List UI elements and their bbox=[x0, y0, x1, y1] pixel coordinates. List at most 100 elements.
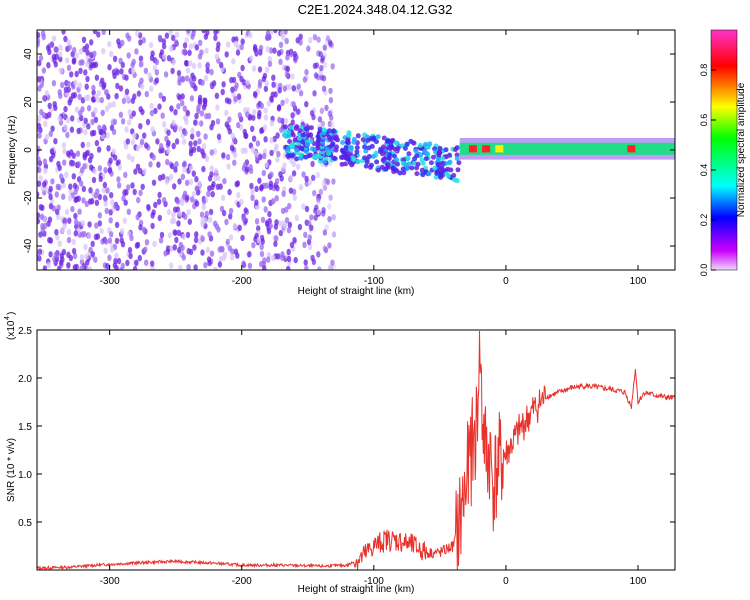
spectrogram-noise-mark bbox=[43, 120, 48, 128]
spectrogram-noise-mark bbox=[289, 157, 294, 165]
spectrogram-noise-mark bbox=[315, 171, 320, 179]
spectrogram-noise-mark bbox=[187, 49, 192, 56]
spectrogram-noise-mark bbox=[151, 209, 156, 216]
spectrogram-peak-mark bbox=[495, 145, 504, 153]
spectrogram-noise-mark bbox=[61, 142, 67, 149]
spectrogram-noise-mark bbox=[176, 103, 181, 110]
spectrogram-noise-mark bbox=[280, 251, 285, 258]
spectrogram-noise-mark bbox=[126, 119, 132, 126]
spectrogram-noise-mark bbox=[44, 133, 50, 141]
spectrogram-noise-mark bbox=[200, 148, 205, 155]
spectrogram-noise-mark bbox=[53, 138, 58, 145]
spectrogram-noise-mark bbox=[320, 55, 326, 62]
spectrogram-noise-mark bbox=[194, 231, 199, 238]
spectrogram-noise-mark bbox=[232, 222, 238, 230]
spectrogram-noise-mark bbox=[291, 85, 296, 92]
spectrogram-noise-mark bbox=[243, 207, 248, 214]
spectrogram-band-mark bbox=[413, 148, 419, 154]
spectrogram-band-mark bbox=[423, 141, 428, 147]
spectrogram-noise-mark bbox=[209, 171, 214, 178]
spectrogram-noise-mark bbox=[129, 234, 134, 242]
spectrogram-noise-mark bbox=[131, 110, 136, 117]
spectrogram-noise-mark bbox=[259, 127, 264, 135]
spectrogram-noise-mark bbox=[101, 30, 106, 35]
spectrogram-noise-mark bbox=[116, 176, 121, 183]
spectrogram-band-mark bbox=[287, 139, 293, 144]
spectrogram-noise-mark bbox=[105, 187, 110, 194]
spectrogram-noise-mark bbox=[37, 132, 42, 139]
spectrogram-band-mark bbox=[355, 159, 361, 165]
spectrogram-noise-mark bbox=[131, 67, 136, 75]
spectrogram-noise-mark bbox=[230, 86, 235, 93]
spectrogram-band-mark bbox=[454, 156, 460, 161]
spectrogram-noise-mark bbox=[235, 180, 241, 187]
spectrogram-noise-mark bbox=[149, 85, 154, 93]
spectrogram-noise-mark bbox=[250, 194, 255, 202]
spectrogram-noise-mark bbox=[94, 139, 100, 147]
spectrogram-noise-mark bbox=[331, 178, 336, 185]
spectrogram-noise-mark bbox=[89, 39, 94, 46]
spectrogram-noise-mark bbox=[169, 105, 174, 112]
spectrogram-noise-mark bbox=[161, 95, 167, 103]
spectrogram-noise-mark bbox=[99, 128, 104, 136]
spectrogram-band-mark bbox=[297, 136, 302, 142]
spectrogram-noise-mark bbox=[301, 171, 306, 178]
spectrogram-noise-mark bbox=[157, 103, 162, 110]
spectrogram-noise-mark bbox=[328, 97, 334, 104]
spectrogram-band-mark bbox=[440, 156, 446, 162]
spectrogram-band-mark bbox=[435, 162, 441, 167]
spectrogram-noise-mark bbox=[37, 180, 42, 187]
spectrogram-noise-mark bbox=[162, 53, 167, 60]
spectrogram-band-mark bbox=[401, 170, 407, 176]
spectrogram-noise-mark bbox=[176, 229, 182, 236]
spectrogram-noise-mark bbox=[143, 246, 148, 253]
spectrogram-noise-mark bbox=[274, 195, 279, 202]
spectrogram-noise-mark bbox=[119, 237, 124, 244]
spectrogram-noise-mark bbox=[249, 55, 254, 62]
spectrogram-noise-mark bbox=[267, 60, 273, 68]
spectrogram-noise-mark bbox=[135, 145, 141, 152]
spectrogram-noise-mark bbox=[127, 246, 133, 254]
spectrogram-band-mark bbox=[345, 140, 351, 146]
spectrogram-noise-mark bbox=[264, 161, 269, 169]
spectrogram-noise-mark bbox=[280, 207, 286, 215]
spectrogram-noise-mark bbox=[169, 45, 174, 52]
spectrogram-noise-mark bbox=[219, 61, 224, 69]
page-title: C2E1.2024.348.04.12.G32 bbox=[297, 2, 453, 17]
spectrogram-band-mark bbox=[366, 154, 372, 159]
spectrogram-noise-mark bbox=[109, 192, 114, 199]
spectrogram-noise-mark bbox=[266, 100, 271, 107]
spectrogram-noise-mark bbox=[89, 164, 94, 171]
spectrogram-noise-mark bbox=[77, 208, 82, 215]
spectrogram-noise-mark bbox=[290, 73, 295, 80]
spectrogram-noise-mark bbox=[64, 57, 70, 64]
spectrogram-noise-mark bbox=[174, 236, 179, 244]
spectrogram-noise-mark bbox=[58, 55, 63, 63]
spectrogram-noise-mark bbox=[166, 147, 171, 155]
spectrogram-noise-mark bbox=[61, 193, 66, 200]
spectrogram-noise-mark bbox=[330, 121, 335, 128]
spectrogram-noise-mark bbox=[257, 109, 262, 117]
spectrogram-noise-mark bbox=[126, 153, 132, 160]
spectrogram-noise-mark bbox=[139, 138, 145, 145]
spectrogram-band-mark bbox=[317, 126, 323, 132]
spectrogram-noise-mark bbox=[148, 41, 154, 49]
spectrogram-noise-mark bbox=[204, 47, 209, 54]
snr-x-tick-label: 0 bbox=[503, 576, 509, 587]
spectrogram-noise-mark bbox=[68, 183, 73, 190]
spectrogram-noise-mark bbox=[150, 126, 155, 133]
spectrogram-noise-mark bbox=[331, 231, 337, 238]
spectrogram-noise-mark bbox=[76, 161, 82, 168]
spectrogram-band-mark bbox=[419, 167, 425, 173]
spectrogram-noise-mark bbox=[227, 245, 233, 252]
spectrogram-band-mark bbox=[385, 162, 390, 168]
spectrogram-noise-mark bbox=[199, 49, 204, 56]
spectrogram-noise-mark bbox=[288, 174, 293, 182]
spectrogram-noise-mark bbox=[220, 88, 225, 96]
spectrogram-noise-mark bbox=[138, 106, 143, 113]
spectrogram-noise-mark bbox=[79, 265, 84, 270]
spectrogram-band-mark bbox=[455, 167, 461, 173]
spectrogram-x-tick-label: 0 bbox=[503, 276, 509, 287]
spectrogram-noise-mark bbox=[284, 217, 290, 224]
spectrogram-noise-mark bbox=[81, 197, 86, 204]
